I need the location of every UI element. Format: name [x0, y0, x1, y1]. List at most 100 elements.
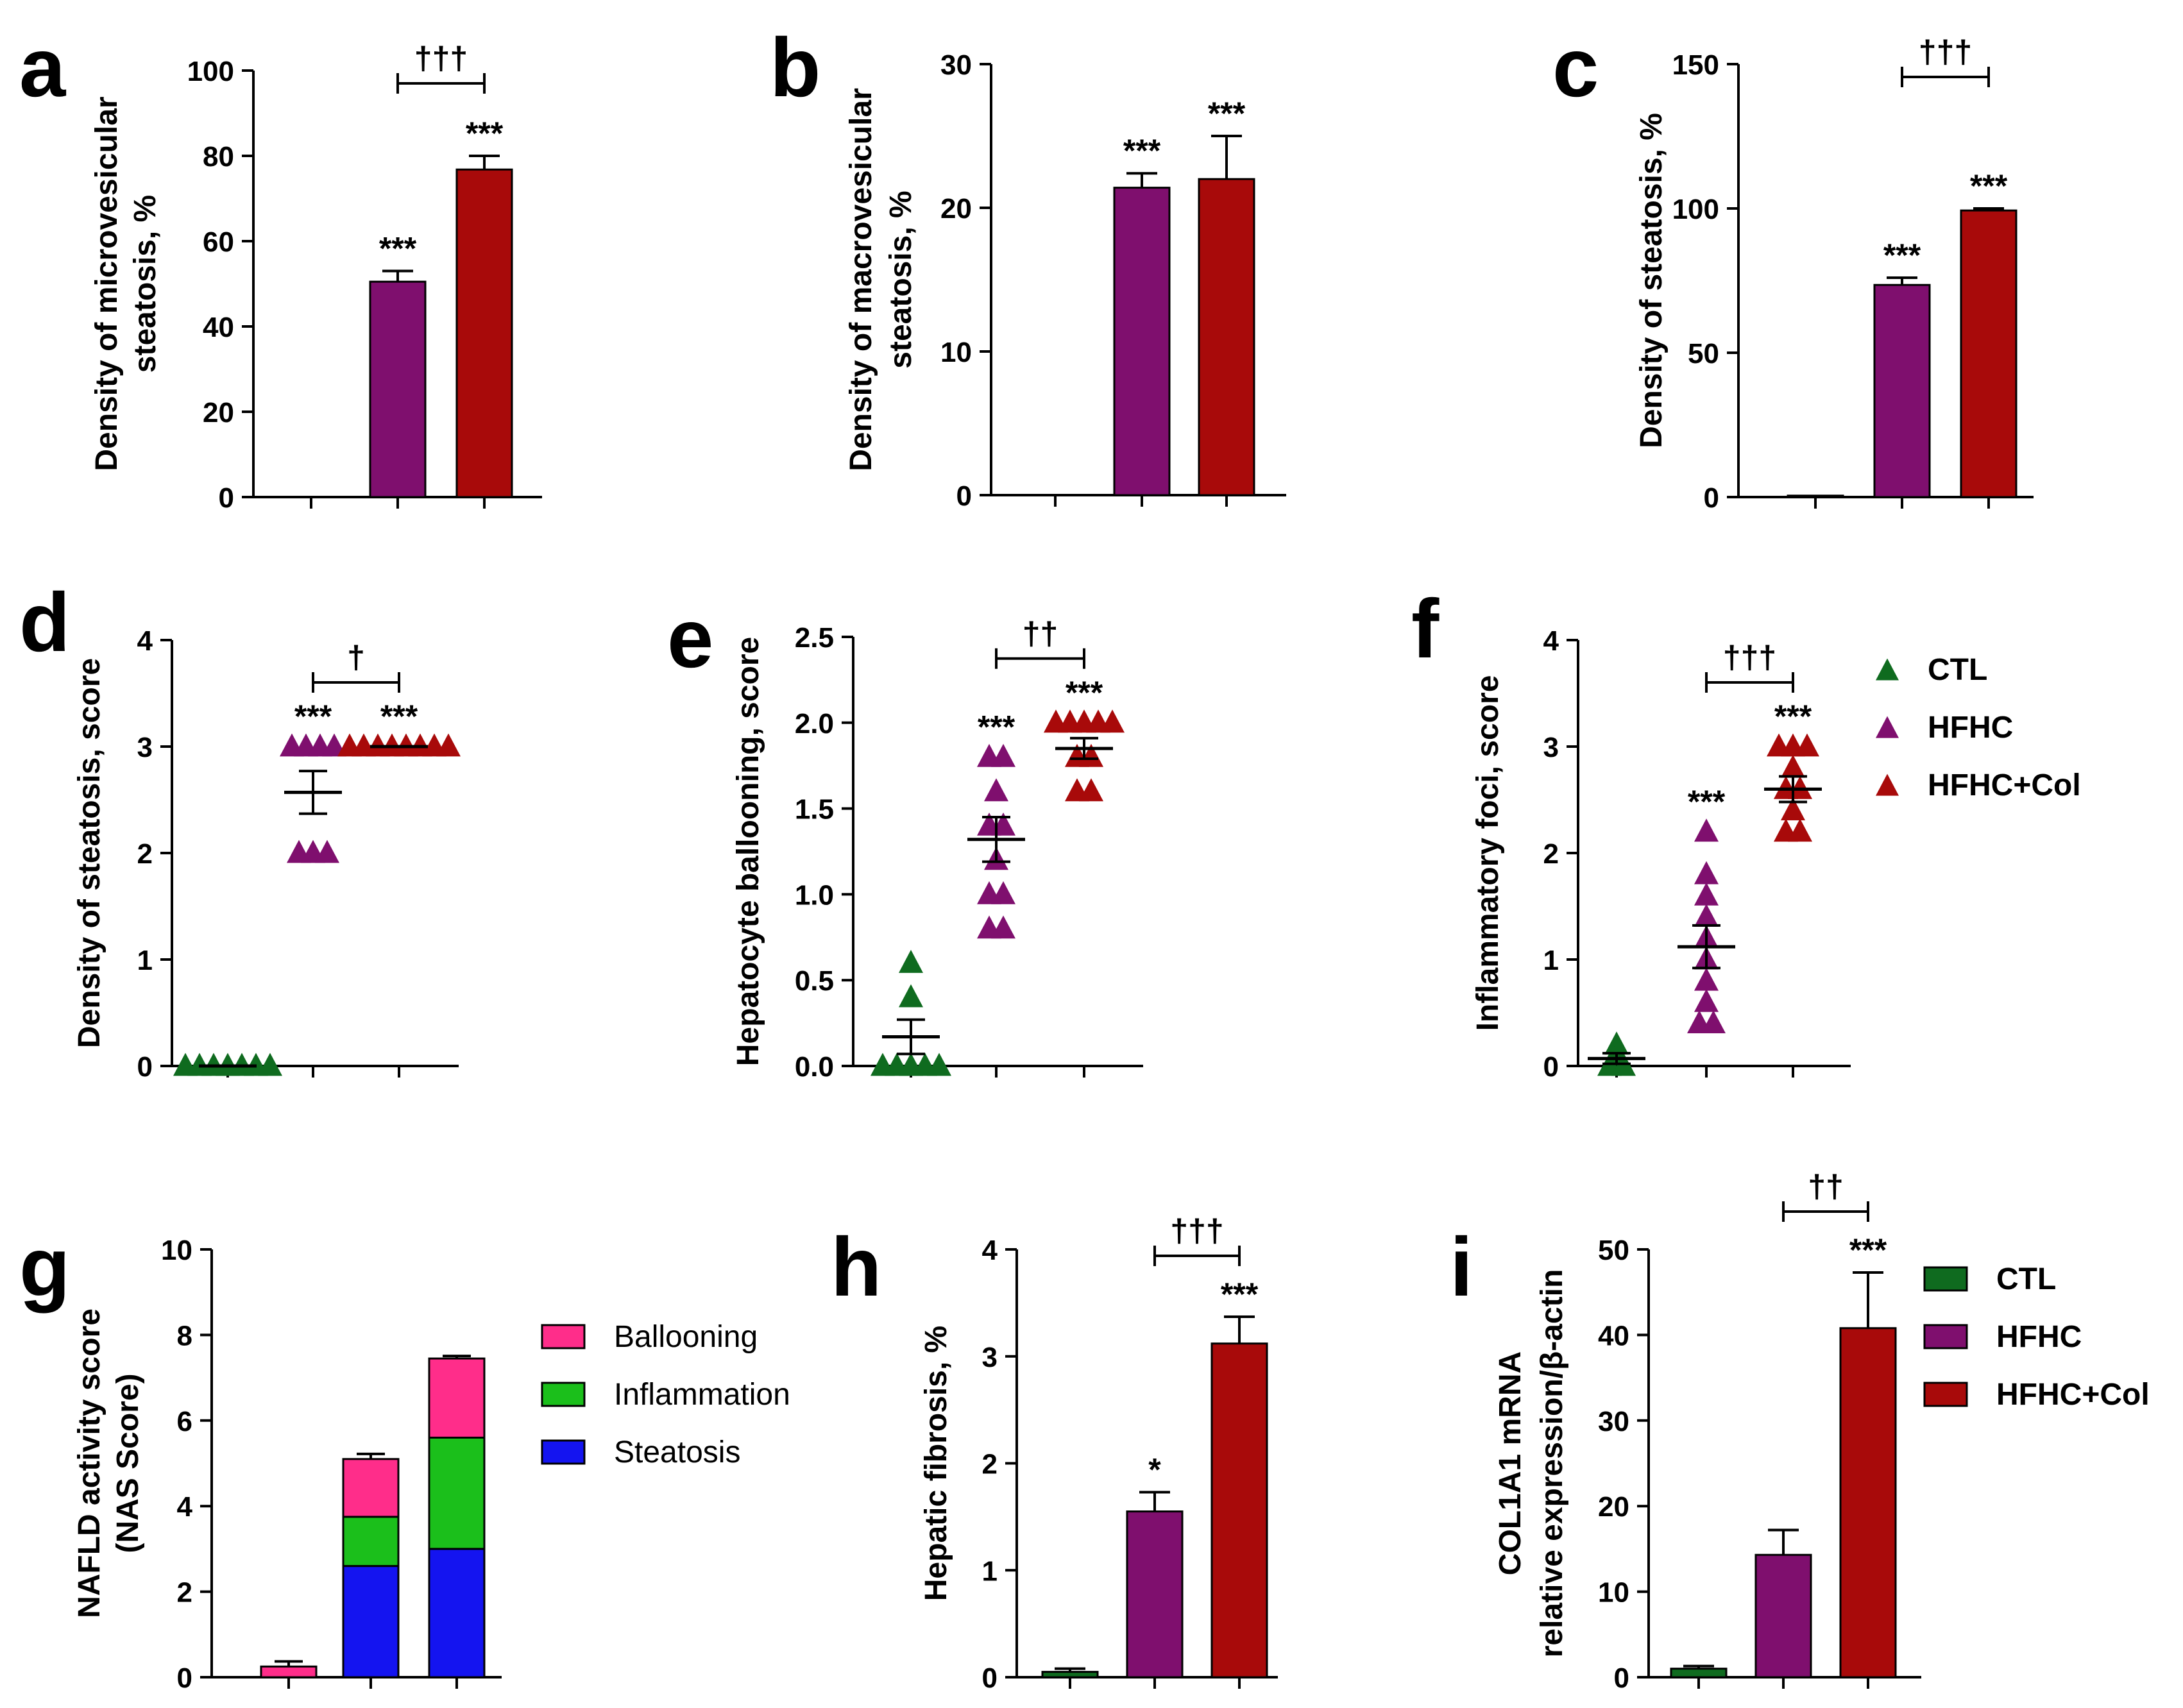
legend-swatch	[541, 1439, 586, 1465]
y-tick-label: 150	[1672, 49, 1719, 81]
y-tick-label: 2.0	[795, 708, 834, 740]
panel-g: 0 2 4 6 8 10 NAFLD activity score (NAS Score) g	[19, 1220, 502, 1694]
data-point-triangle	[1079, 778, 1103, 802]
data-point-triangle	[927, 1053, 951, 1076]
data-point-triangle	[1876, 658, 1899, 681]
y-tick-label: 1.5	[795, 794, 834, 825]
data-point-triangle	[1781, 797, 1805, 820]
data-point-triangle	[322, 733, 346, 757]
stacked-segment-inflammation	[428, 1436, 486, 1550]
y-tick-label: 1	[1543, 945, 1559, 976]
significance-label: ***	[1123, 133, 1161, 169]
significance-label: ***	[1849, 1232, 1887, 1268]
stacked-segment-ballooning	[428, 1357, 486, 1439]
data-point-triangle	[1694, 882, 1719, 906]
legend-entry: HFHC+Col	[1996, 1378, 2150, 1412]
bar-hfhc	[1873, 283, 1931, 498]
y-tick-label: 100	[187, 56, 234, 87]
y-tick-label: 8	[177, 1320, 192, 1351]
bar-ctl	[1670, 1668, 1728, 1678]
bracket-label: ††	[1808, 1169, 1844, 1205]
data-point-triangle	[1795, 733, 1819, 757]
stacked-segment-steatosis	[342, 1565, 400, 1678]
legend-panel-f: CTL HFHC HFHC+Col	[1876, 653, 2081, 802]
stacked-segment-inflammation	[342, 1516, 400, 1568]
y-tick-label: 2.5	[795, 622, 834, 654]
y-tick-label: 1	[137, 945, 153, 976]
significance-label: ***	[1688, 784, 1726, 820]
bracket-label: †††	[1919, 34, 1972, 70]
y-tick-label: 10	[1598, 1577, 1629, 1609]
panel-letter: g	[19, 1220, 70, 1314]
y-axis-title: NAFLD activity score	[72, 1308, 106, 1618]
bar-ctl	[1787, 495, 1844, 498]
legend-entry: HFHC+Col	[1928, 768, 2081, 802]
data-point-triangle	[1788, 818, 1812, 842]
data-point-triangle	[1694, 988, 1719, 1012]
panel-letter: c	[1552, 21, 1599, 114]
panel-letter: a	[19, 21, 67, 114]
y-tick-label: 4	[1543, 625, 1559, 657]
panel-letter: h	[831, 1220, 881, 1314]
significance-label: *	[1148, 1452, 1161, 1488]
data-point-triangle	[1694, 818, 1719, 842]
bar-ctl	[1041, 1671, 1099, 1678]
legend-swatch	[1923, 1382, 1968, 1407]
y-tick-label: 100	[1672, 194, 1719, 225]
data-point-triangle	[1694, 861, 1719, 884]
y-tick-label: 3	[982, 1342, 998, 1373]
y-tick-label: 4	[177, 1491, 193, 1523]
data-point-triangle	[1876, 774, 1899, 796]
data-point-triangle	[991, 915, 1015, 939]
bracket-label: ††	[1023, 616, 1058, 652]
data-point-triangle	[258, 1053, 282, 1076]
legend-entry: HFHC	[1996, 1320, 2082, 1354]
bar-hfhc	[1754, 1553, 1812, 1678]
y-axis-title: Hepatocyte ballooning, score	[731, 637, 765, 1066]
panel-letter: d	[19, 575, 70, 669]
y-tick-label: 30	[940, 49, 972, 81]
y-tick-label: 0	[219, 482, 234, 514]
y-tick-label: 50	[1688, 338, 1719, 369]
significance-label: ***	[379, 231, 417, 267]
y-tick-label: 40	[1598, 1320, 1629, 1351]
legend-entry: CTL	[1996, 1262, 2056, 1296]
y-tick-label: 4	[982, 1235, 998, 1266]
y-tick-label: 0	[137, 1051, 153, 1083]
y-tick-label: 0	[956, 480, 972, 512]
bar-hfhc	[369, 280, 427, 498]
y-tick-label: 20	[940, 193, 972, 224]
y-tick-label: 50	[1598, 1235, 1629, 1266]
stacked-segment-ballooning	[342, 1458, 400, 1518]
legend-swatch	[541, 1324, 586, 1349]
y-tick-label: 80	[203, 141, 234, 173]
significance-label: ***	[978, 709, 1015, 745]
bracket-label: †††	[1170, 1213, 1223, 1249]
y-axis-title: (NAS Score)	[111, 1373, 145, 1553]
legend-panel-i: CTL HFHC HFHC+Col	[1923, 1262, 2150, 1412]
y-axis-title: Inflammatory foci, score	[1471, 675, 1505, 1031]
data-point-triangle	[991, 881, 1015, 904]
bracket-label: †††	[1723, 639, 1776, 675]
bar-hfhc-col	[1839, 1327, 1897, 1678]
significance-label: ***	[1066, 675, 1103, 711]
y-tick-label: 4	[137, 625, 153, 657]
y-tick-label: 1	[982, 1555, 998, 1587]
y-tick-label: 0.5	[795, 965, 834, 997]
significance-label: ***	[1883, 237, 1921, 273]
y-tick-label: 40	[203, 312, 234, 343]
bar-hfhc	[1126, 1510, 1184, 1678]
y-axis-title: COL1A1 mRNA	[1493, 1351, 1527, 1575]
y-tick-label: 10	[940, 337, 972, 368]
y-tick-label: 20	[1598, 1491, 1629, 1523]
y-axis-title: Hepatic fibrosis, %	[919, 1326, 953, 1601]
data-point-triangle	[1781, 754, 1805, 778]
y-tick-label: 3	[1543, 732, 1559, 763]
y-tick-label: 3	[137, 732, 153, 763]
y-tick-label: 0	[1614, 1662, 1629, 1694]
bar-hfhc-col	[1198, 178, 1255, 496]
